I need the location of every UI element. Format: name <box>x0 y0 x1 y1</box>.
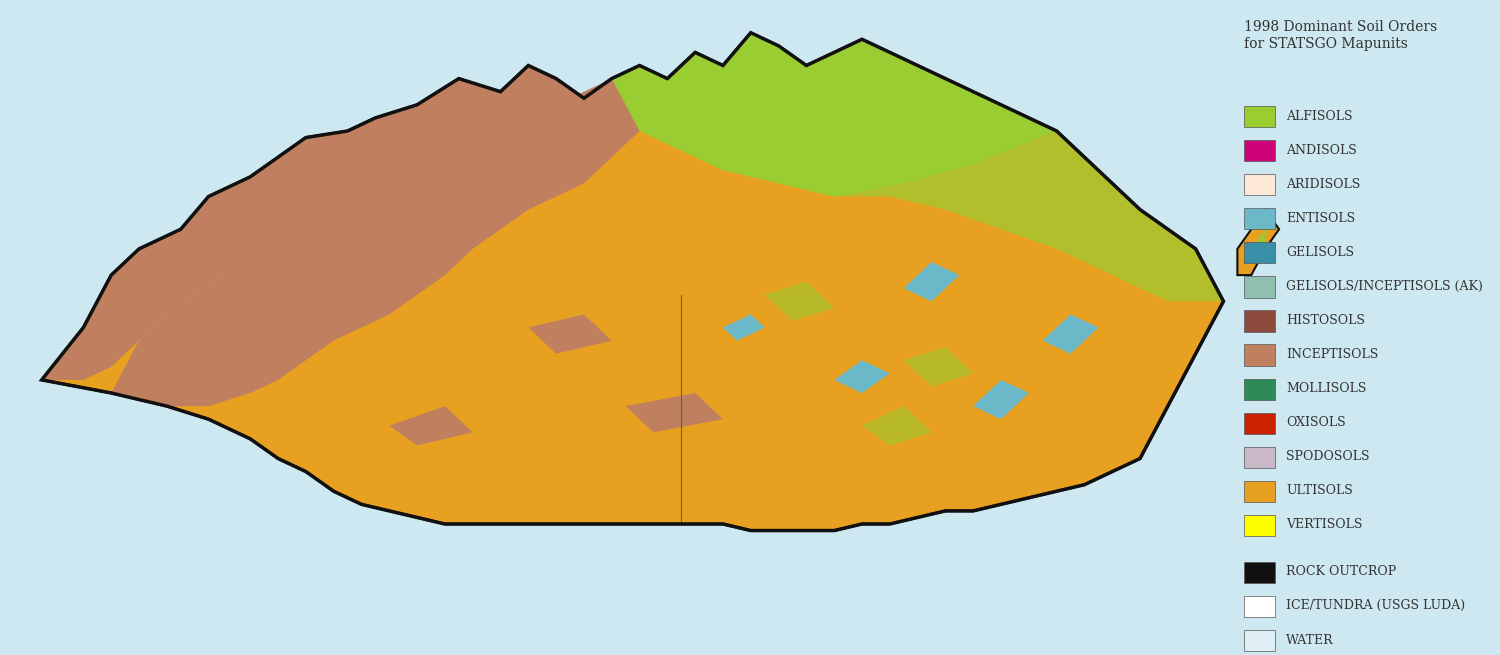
Polygon shape <box>612 33 1056 196</box>
Polygon shape <box>1042 314 1098 354</box>
Polygon shape <box>723 314 765 341</box>
FancyBboxPatch shape <box>1245 140 1275 161</box>
Polygon shape <box>626 393 723 432</box>
FancyBboxPatch shape <box>1245 481 1275 502</box>
Text: 1998 Dominant Soil Orders
for STATSGO Mapunits: 1998 Dominant Soil Orders for STATSGO Ma… <box>1245 20 1437 51</box>
FancyBboxPatch shape <box>1245 447 1275 468</box>
Polygon shape <box>180 66 612 295</box>
FancyBboxPatch shape <box>1245 276 1275 297</box>
Polygon shape <box>862 406 932 445</box>
FancyBboxPatch shape <box>1245 379 1275 400</box>
Text: VERTISOLS: VERTISOLS <box>1286 518 1362 531</box>
FancyBboxPatch shape <box>1245 515 1275 536</box>
Polygon shape <box>903 347 974 386</box>
FancyBboxPatch shape <box>1245 413 1275 434</box>
FancyBboxPatch shape <box>1245 174 1275 195</box>
Text: HISTOSOLS: HISTOSOLS <box>1286 314 1365 327</box>
Polygon shape <box>974 380 1029 419</box>
Text: OXISOLS: OXISOLS <box>1286 416 1346 429</box>
FancyBboxPatch shape <box>1245 345 1275 365</box>
Polygon shape <box>528 314 612 354</box>
FancyBboxPatch shape <box>1245 242 1275 263</box>
FancyBboxPatch shape <box>1245 596 1275 617</box>
Polygon shape <box>111 66 639 406</box>
FancyBboxPatch shape <box>1245 106 1275 127</box>
Polygon shape <box>834 360 890 393</box>
Polygon shape <box>42 33 1224 531</box>
Polygon shape <box>778 39 1224 301</box>
Text: GELISOLS/INCEPTISOLS (AK): GELISOLS/INCEPTISOLS (AK) <box>1286 280 1484 293</box>
Text: ALFISOLS: ALFISOLS <box>1286 109 1353 122</box>
Text: ARIDISOLS: ARIDISOLS <box>1286 178 1360 191</box>
Text: ENTISOLS: ENTISOLS <box>1286 212 1354 225</box>
FancyBboxPatch shape <box>1245 562 1275 583</box>
Polygon shape <box>903 262 960 301</box>
Polygon shape <box>765 282 834 321</box>
Polygon shape <box>42 79 459 380</box>
Text: ROCK OUTCROP: ROCK OUTCROP <box>1286 565 1396 578</box>
Text: ANDISOLS: ANDISOLS <box>1286 143 1358 157</box>
Polygon shape <box>1238 210 1280 275</box>
Text: SPODOSOLS: SPODOSOLS <box>1286 450 1370 463</box>
Text: GELISOLS: GELISOLS <box>1286 246 1354 259</box>
Text: ULTISOLS: ULTISOLS <box>1286 484 1353 497</box>
Text: INCEPTISOLS: INCEPTISOLS <box>1286 348 1378 361</box>
Polygon shape <box>390 406 472 445</box>
Text: MOLLISOLS: MOLLISOLS <box>1286 382 1366 395</box>
Polygon shape <box>1251 229 1264 262</box>
Text: ICE/TUNDRA (USGS LUDA): ICE/TUNDRA (USGS LUDA) <box>1286 599 1466 612</box>
FancyBboxPatch shape <box>1245 630 1275 651</box>
FancyBboxPatch shape <box>1245 208 1275 229</box>
Text: WATER: WATER <box>1286 633 1334 646</box>
FancyBboxPatch shape <box>1245 310 1275 331</box>
